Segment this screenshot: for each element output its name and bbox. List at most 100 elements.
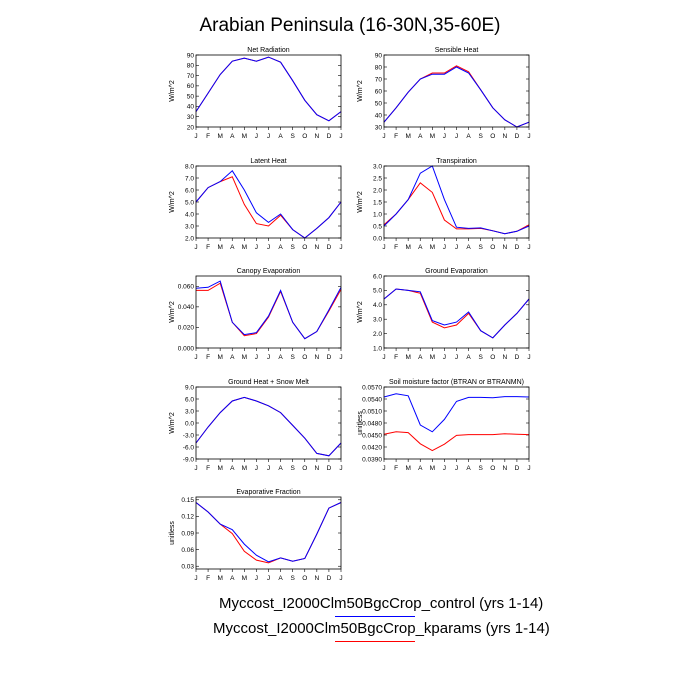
x-tick-label-soil-moisture-factor-btran-or-btranmn: J <box>443 465 446 472</box>
y-tick-label-latent-heat: 2.0 <box>185 235 194 242</box>
y-tick-label-soil-moisture-factor-btran-or-btranmn: 0.0540 <box>362 396 382 403</box>
x-tick-label-ground-heat-snow-melt: J <box>267 465 270 472</box>
x-tick-label-canopy-evaporation: J <box>267 354 270 361</box>
x-tick-label-net-radiation: S <box>290 133 295 140</box>
y-tick-label-transpiration: 0.5 <box>373 223 382 230</box>
x-tick-label-ground-evaporation: J <box>527 354 530 361</box>
legend-label-kparams: Myccost_I2000Clm50BgcCrop_kparams (yrs 1… <box>213 620 550 637</box>
x-tick-label-ground-evaporation: J <box>443 354 446 361</box>
y-tick-label-transpiration: 1.0 <box>373 211 382 218</box>
x-tick-label-transpiration: S <box>478 244 483 251</box>
x-tick-label-latent-heat: A <box>278 244 283 251</box>
panel-title-ground-heat-snow-melt: Ground Heat + Snow Melt <box>228 379 309 386</box>
x-tick-label-soil-moisture-factor-btran-or-btranmn: A <box>466 465 471 472</box>
y-tick-label-ground-evaporation: 2.0 <box>373 331 382 338</box>
x-tick-label-latent-heat: M <box>242 244 247 251</box>
x-tick-label-evaporative-fraction: F <box>206 575 210 582</box>
series-line-sensible-heat-1 <box>383 66 530 128</box>
series-line-evaporative-fraction-0 <box>195 502 342 564</box>
y-tick-label-latent-heat: 3.0 <box>185 223 194 230</box>
x-tick-label-transpiration: O <box>490 244 495 251</box>
y-tick-label-net-radiation: 50 <box>187 93 195 100</box>
x-tick-label-canopy-evaporation: M <box>217 354 222 361</box>
x-tick-label-soil-moisture-factor-btran-or-btranmn: F <box>394 465 398 472</box>
panel-title-net-radiation: Net Radiation <box>247 47 290 54</box>
x-tick-label-net-radiation: A <box>278 133 283 140</box>
x-tick-label-transpiration: J <box>455 244 458 251</box>
x-tick-label-ground-evaporation: J <box>382 354 385 361</box>
x-tick-label-sensible-heat: D <box>515 133 520 140</box>
series-line-evaporative-fraction-1 <box>195 502 342 563</box>
x-tick-label-soil-moisture-factor-btran-or-btranmn: S <box>478 465 483 472</box>
x-tick-label-ground-evaporation: A <box>418 354 423 361</box>
x-tick-label-sensible-heat: A <box>466 133 471 140</box>
y-tick-label-soil-moisture-factor-btran-or-btranmn: 0.0420 <box>362 444 382 451</box>
y-tick-label-transpiration: 3.0 <box>373 163 382 170</box>
figure-title: Arabian Peninsula (16-30N,35-60E) <box>199 15 500 36</box>
x-tick-label-evaporative-fraction: J <box>339 575 342 582</box>
x-tick-label-evaporative-fraction: S <box>290 575 295 582</box>
legend-label-control: Myccost_I2000Clm50BgcCrop_control (yrs 1… <box>219 595 544 612</box>
x-tick-label-transpiration: M <box>430 244 435 251</box>
x-tick-label-net-radiation: J <box>267 133 270 140</box>
panel-title-soil-moisture-factor-btran-or-btranmn: Soil moisture factor (BTRAN or BTRANMN) <box>389 379 524 386</box>
plot-frame-transpiration <box>383 165 530 239</box>
x-tick-label-evaporative-fraction: N <box>314 575 319 582</box>
x-tick-label-ground-heat-snow-melt: J <box>339 465 342 472</box>
y-tick-label-evaporative-fraction: 0.15 <box>181 497 194 504</box>
y-tick-label-ground-evaporation: 4.0 <box>373 302 382 309</box>
plot-frame-net-radiation <box>195 54 342 128</box>
series-line-ground-evaporation-0 <box>383 288 530 339</box>
x-tick-label-soil-moisture-factor-btran-or-btranmn: J <box>455 465 458 472</box>
x-tick-label-ground-evaporation: S <box>478 354 483 361</box>
x-tick-label-latent-heat: D <box>327 244 332 251</box>
x-tick-label-net-radiation: D <box>327 133 332 140</box>
y-tick-label-ground-heat-snow-melt: 6.0 <box>185 396 194 403</box>
y-tick-label-canopy-evaporation: 0.000 <box>178 345 195 352</box>
x-tick-label-canopy-evaporation: M <box>242 354 247 361</box>
x-tick-label-evaporative-fraction: D <box>327 575 332 582</box>
x-tick-label-ground-evaporation: F <box>394 354 398 361</box>
y-tick-label-net-radiation: 30 <box>187 114 195 121</box>
x-tick-label-evaporative-fraction: M <box>217 575 222 582</box>
x-tick-label-ground-heat-snow-melt: N <box>314 465 319 472</box>
panel-ground-heat-snow-melt: Ground Heat + Snow Melt W/m^2 -9.0 -6.0 -3.0… <box>169 379 343 472</box>
x-tick-label-latent-heat: J <box>267 244 270 251</box>
series-line-net-radiation-0 <box>195 56 342 122</box>
x-tick-label-net-radiation: J <box>255 133 258 140</box>
x-tick-label-canopy-evaporation: D <box>327 354 332 361</box>
x-tick-label-canopy-evaporation: A <box>230 354 235 361</box>
panel-soil-moisture-factor-btran-or-btranmn: Soil moisture factor (BTRAN or BTRANMN) u… <box>357 379 531 472</box>
panel-title-ground-evaporation: Ground Evaporation <box>425 268 488 275</box>
y-tick-label-sensible-heat: 80 <box>375 64 383 71</box>
x-tick-label-net-radiation: F <box>206 133 210 140</box>
x-tick-label-ground-evaporation: O <box>490 354 495 361</box>
x-tick-label-ground-evaporation: A <box>466 354 471 361</box>
y-tick-label-evaporative-fraction: 0.03 <box>181 564 194 571</box>
legend-line-control <box>335 616 415 617</box>
x-tick-label-evaporative-fraction: J <box>267 575 270 582</box>
panel-title-transpiration: Transpiration <box>436 158 477 165</box>
x-tick-label-sensible-heat: J <box>382 133 385 140</box>
y-tick-label-sensible-heat: 40 <box>375 112 383 119</box>
x-tick-label-evaporative-fraction: O <box>302 575 307 582</box>
y-tick-label-ground-evaporation: 1.0 <box>373 345 382 352</box>
x-tick-label-sensible-heat: N <box>502 133 507 140</box>
y-tick-label-latent-heat: 7.0 <box>185 175 194 182</box>
y-axis-label-ground-heat-snow-melt: W/m^2 <box>169 412 176 434</box>
y-tick-label-evaporative-fraction: 0.09 <box>181 530 194 537</box>
y-tick-label-ground-evaporation: 3.0 <box>373 317 382 324</box>
x-tick-label-net-radiation: M <box>242 133 247 140</box>
y-tick-label-sensible-heat: 50 <box>375 100 383 107</box>
panel-title-latent-heat: Latent Heat <box>250 158 286 165</box>
y-tick-label-evaporative-fraction: 0.12 <box>181 514 194 521</box>
plot-frame-sensible-heat <box>383 54 530 128</box>
x-tick-label-canopy-evaporation: F <box>206 354 210 361</box>
x-tick-label-transpiration: J <box>527 244 530 251</box>
y-tick-label-transpiration: 2.0 <box>373 187 382 194</box>
series-line-ground-heat-snow-melt-1 <box>195 396 342 457</box>
y-tick-label-canopy-evaporation: 0.020 <box>178 325 195 332</box>
panel-title-canopy-evaporation: Canopy Evaporation <box>237 268 301 275</box>
plot-frame-soil-moisture-factor-btran-or-btranmn <box>383 386 530 460</box>
